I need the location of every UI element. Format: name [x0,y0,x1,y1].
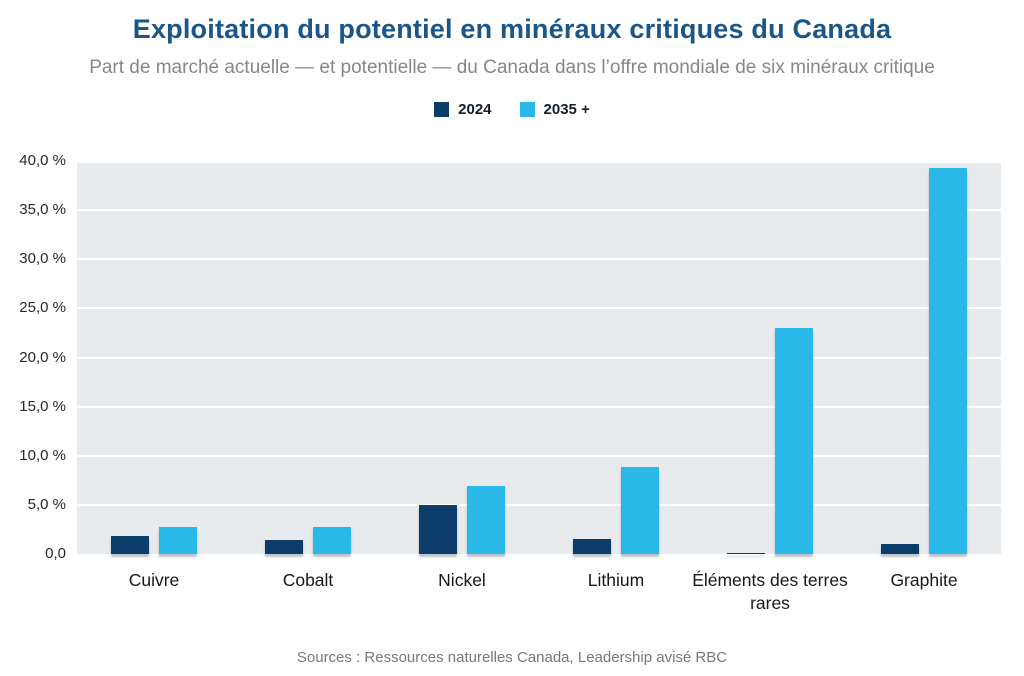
gridline-30 [77,258,1001,261]
gridline-25 [77,307,1001,310]
y-tick-label-35: 35,0 % [19,201,66,219]
legend-swatch-2035-icon [519,102,535,117]
y-tick-label-5: 5,0 % [27,495,66,513]
legend-swatch-2024-icon [434,102,450,117]
bar-2035-plus-nickel [467,486,505,554]
x-tick-label-cobalt: Cobalt [282,570,334,590]
gridline-20 [77,356,1001,359]
x-tick-label-elements-des-terres-rares: Éléments des terres rares [692,570,848,613]
legend-item-2024: 2024 [434,101,492,118]
chart-subtitle: Part de marché actuelle — et potentielle… [89,57,935,78]
y-tick-label-0: 0,0 [45,545,66,562]
x-tick-label-cuivre: Cuivre [128,570,180,590]
y-tick-label-20: 20,0 % [19,348,66,366]
bar-2024-nickel [419,504,457,554]
gridline-10 [77,454,1001,457]
y-tick-label-25: 25,0 % [19,299,66,317]
bar-2024-graphite [881,544,919,554]
bar-2024-cobalt [265,540,303,554]
y-tick-label-15: 15,0 % [19,397,66,415]
bar-2035-plus-cobalt [313,526,351,554]
bar-2035-plus-lithium [621,466,659,554]
x-tick-label-nickel: Nickel [438,570,486,590]
source-note: Sources : Ressources naturelles Canada, … [296,649,728,666]
gridline-35 [77,209,1001,212]
legend-label-2024: 2024 [458,101,492,118]
bar-2035-plus-elements-des-terres-rares [775,328,813,554]
chart-title: Exploitation du potentiel en minéraux cr… [132,14,892,44]
x-tick-label-lithium: Lithium [587,570,645,590]
y-tick-label-40: 40,0 % [19,152,66,169]
legend-item-2035: 2035 + [519,101,590,118]
gridline-5 [77,503,1001,506]
plot-area [77,161,1001,554]
legend-label-2035: 2035 + [543,101,590,118]
y-tick-label-30: 30,0 % [19,250,66,268]
bar-2024-cuivre [111,536,149,554]
bar-2024-elements-des-terres-rares [727,553,765,554]
gridline-40 [77,161,1001,163]
x-tick-label-graphite: Graphite [890,570,958,590]
gridline-15 [77,405,1001,408]
bar-2035-plus-graphite [929,167,967,554]
bar-2035-plus-cuivre [159,526,197,554]
legend: 2024 2035 + [0,101,1024,118]
y-tick-label-10: 10,0 % [19,446,66,464]
bar-2024-lithium [573,539,611,554]
